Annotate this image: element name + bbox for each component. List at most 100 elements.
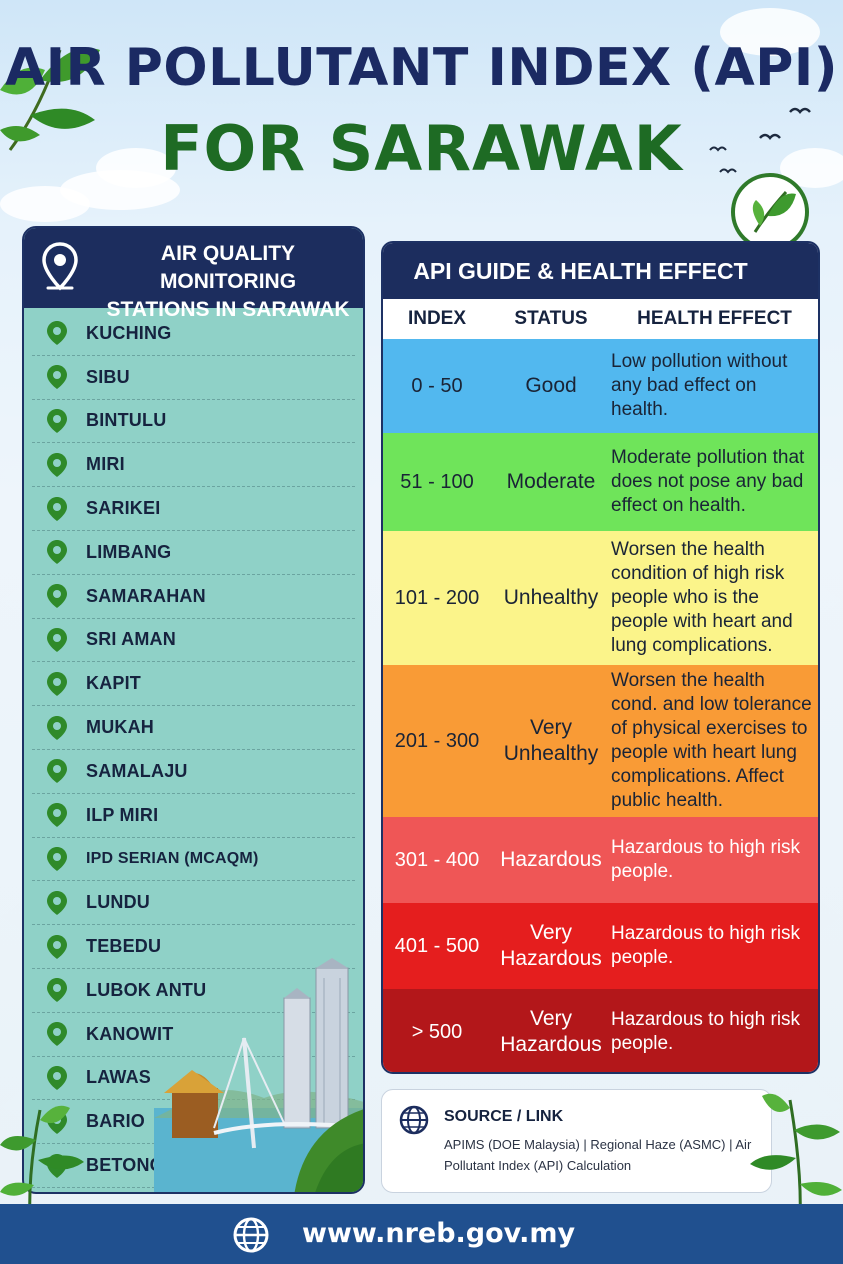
station-label: KANOWIT — [86, 1023, 174, 1044]
station-label: TEBEDU — [86, 936, 162, 957]
station-label: BINTULU — [86, 410, 167, 431]
station-item: SAMALAJU — [32, 750, 355, 794]
station-item: MIRI — [32, 443, 355, 488]
api-guide-row: 101 - 200 Unhealthy Worsen the health cond… — [383, 531, 818, 665]
api-status: Unhealthy — [503, 586, 599, 609]
station-label: SRI AMAN — [86, 629, 176, 650]
station-label: KUCHING — [86, 322, 172, 343]
cloud-decoration — [720, 8, 820, 56]
api-status: Very Hazardous — [500, 921, 602, 970]
api-health-effect: Worsen the health cond. and low toleranc… — [611, 670, 812, 811]
location-pin-icon — [46, 583, 68, 609]
stations-header-line1: AIR QUALITY MONITORING — [159, 242, 297, 293]
api-status: Very Hazardous — [500, 1007, 602, 1056]
api-guide-panel: API GUIDE & HEALTH EFFECT INDEX STATUS H… — [381, 241, 820, 1074]
station-label: IPD SERIAN (MCAQM) — [86, 849, 259, 867]
api-health-effect: Hazardous to high risk people. — [611, 923, 801, 968]
station-item: MUKAH — [32, 706, 355, 750]
api-guide-row: > 500 Very Hazardous Hazardous to high ris… — [383, 989, 818, 1072]
stations-header-line2: STATIONS IN SARAWAK — [106, 298, 350, 321]
station-label: MUKAH — [86, 717, 154, 738]
station-item: SRI AMAN — [32, 619, 355, 663]
website-link[interactable]: www.nreb.gov.my — [302, 1218, 576, 1249]
station-item: LUBOK ANTU — [32, 969, 355, 1013]
location-pin-icon — [46, 539, 68, 565]
api-index-range: > 500 — [411, 1020, 463, 1043]
location-pin-icon — [46, 408, 68, 434]
api-guide-row: 51 - 100 Moderate Moderate pollution that … — [383, 433, 818, 531]
stations-header-title: AIR QUALITY MONITORING STATIONS IN SARAW… — [98, 240, 358, 324]
station-label: SARIKEI — [86, 498, 161, 519]
api-guide-rows: 0 - 50 Good Low pollution without any bad … — [383, 339, 818, 1072]
footer-bar: www.nreb.gov.my — [0, 1204, 843, 1264]
page-subtitle: FOR SARAWAK — [160, 112, 683, 185]
cloud-decoration — [96, 148, 176, 188]
api-guide-row: 201 - 300 Very Unhealthy Worsen the health… — [383, 665, 818, 817]
api-health-effect: Moderate pollution that does not pose an… — [611, 447, 805, 516]
station-item: LUNDU — [32, 881, 355, 926]
station-label: LAWAS — [86, 1067, 152, 1088]
station-label: SAMALAJU — [86, 760, 188, 781]
api-status: Moderate — [506, 470, 596, 493]
api-guide-column-headers: INDEX STATUS HEALTH EFFECT — [383, 299, 818, 339]
station-label: BARIO — [86, 1111, 145, 1132]
station-label: LUNDU — [86, 892, 150, 913]
location-pin-icon — [46, 758, 68, 784]
station-item: TEBEDU — [32, 925, 355, 969]
api-health-effect: Hazardous to high risk people. — [611, 837, 801, 882]
source-links[interactable]: APIMS (DOE Malaysia) | Regional Haze (AS… — [444, 1137, 752, 1173]
birds-decoration-icon — [709, 107, 811, 174]
station-item: KAPIT — [32, 662, 355, 707]
kuching-skyline-illustration — [154, 958, 363, 1192]
api-status: Hazardous — [500, 848, 602, 871]
location-pin-icon — [46, 890, 68, 916]
location-pin-icon — [46, 802, 68, 828]
api-index-range: 301 - 400 — [394, 848, 480, 871]
globe-icon — [233, 1217, 269, 1253]
api-guide-row: 401 - 500 Very Hazardous Hazardous to high… — [383, 903, 818, 989]
location-pin-icon — [46, 1021, 68, 1047]
location-pin-icon — [42, 242, 78, 291]
location-pin-icon — [46, 320, 68, 346]
location-pin-icon — [46, 671, 68, 697]
globe-icon — [399, 1105, 429, 1135]
api-index-range: 51 - 100 — [400, 470, 474, 493]
location-pin-icon — [46, 364, 68, 390]
api-guide-row: 301 - 400 Hazardous Hazardous to high risk… — [383, 817, 818, 903]
location-pin-icon — [46, 627, 68, 653]
source-box: SOURCE / LINK APIMS (DOE Malaysia) | Reg… — [381, 1089, 772, 1193]
cloud-decoration — [0, 186, 90, 222]
leaf-badge-icon — [731, 173, 809, 251]
location-pin-icon — [46, 715, 68, 741]
station-item: KANOWIT — [32, 1013, 355, 1057]
api-guide-header: API GUIDE & HEALTH EFFECT — [383, 243, 818, 299]
station-list: KUCHING SIBU BINTULU MIRI SARIKEI LIMBANG SAMA… — [24, 312, 363, 1188]
stations-header: AIR QUALITY MONITORING STATIONS IN SARAW… — [24, 228, 363, 321]
stations-panel: AIR QUALITY MONITORING STATIONS IN SARAW… — [22, 226, 365, 1194]
source-title: SOURCE / LINK — [444, 1108, 564, 1125]
station-label: SIBU — [86, 366, 130, 387]
column-header-status: STATUS — [514, 308, 588, 329]
leaves-decoration-icon — [0, 48, 100, 151]
location-pin-icon — [46, 496, 68, 522]
api-index-range: 101 - 200 — [394, 586, 480, 609]
page-title: AIR POLLUTANT INDEX (API) — [5, 38, 838, 98]
api-status: Good — [525, 374, 577, 397]
plants-decoration-icon — [750, 1093, 842, 1220]
station-label: KAPIT — [86, 673, 141, 694]
location-pin-icon — [46, 846, 68, 872]
api-index-range: 401 - 500 — [394, 934, 480, 957]
api-guide-row: 0 - 50 Good Low pollution without any bad … — [383, 339, 818, 433]
plants-decoration-icon — [0, 1105, 84, 1220]
station-label: ILP MIRI — [86, 804, 159, 825]
api-health-effect: Worsen the health condition of high risk… — [611, 539, 793, 656]
api-index-range: 201 - 300 — [394, 729, 480, 752]
location-pin-icon — [46, 977, 68, 1003]
location-pin-icon — [46, 1065, 68, 1091]
station-item: SIBU — [32, 356, 355, 400]
station-item: LIMBANG — [32, 531, 355, 575]
api-health-effect: Low pollution without any bad effect on … — [611, 351, 788, 420]
api-status: Very Unhealthy — [503, 716, 599, 765]
station-label: LIMBANG — [86, 541, 172, 562]
station-item: ILP MIRI — [32, 794, 355, 838]
